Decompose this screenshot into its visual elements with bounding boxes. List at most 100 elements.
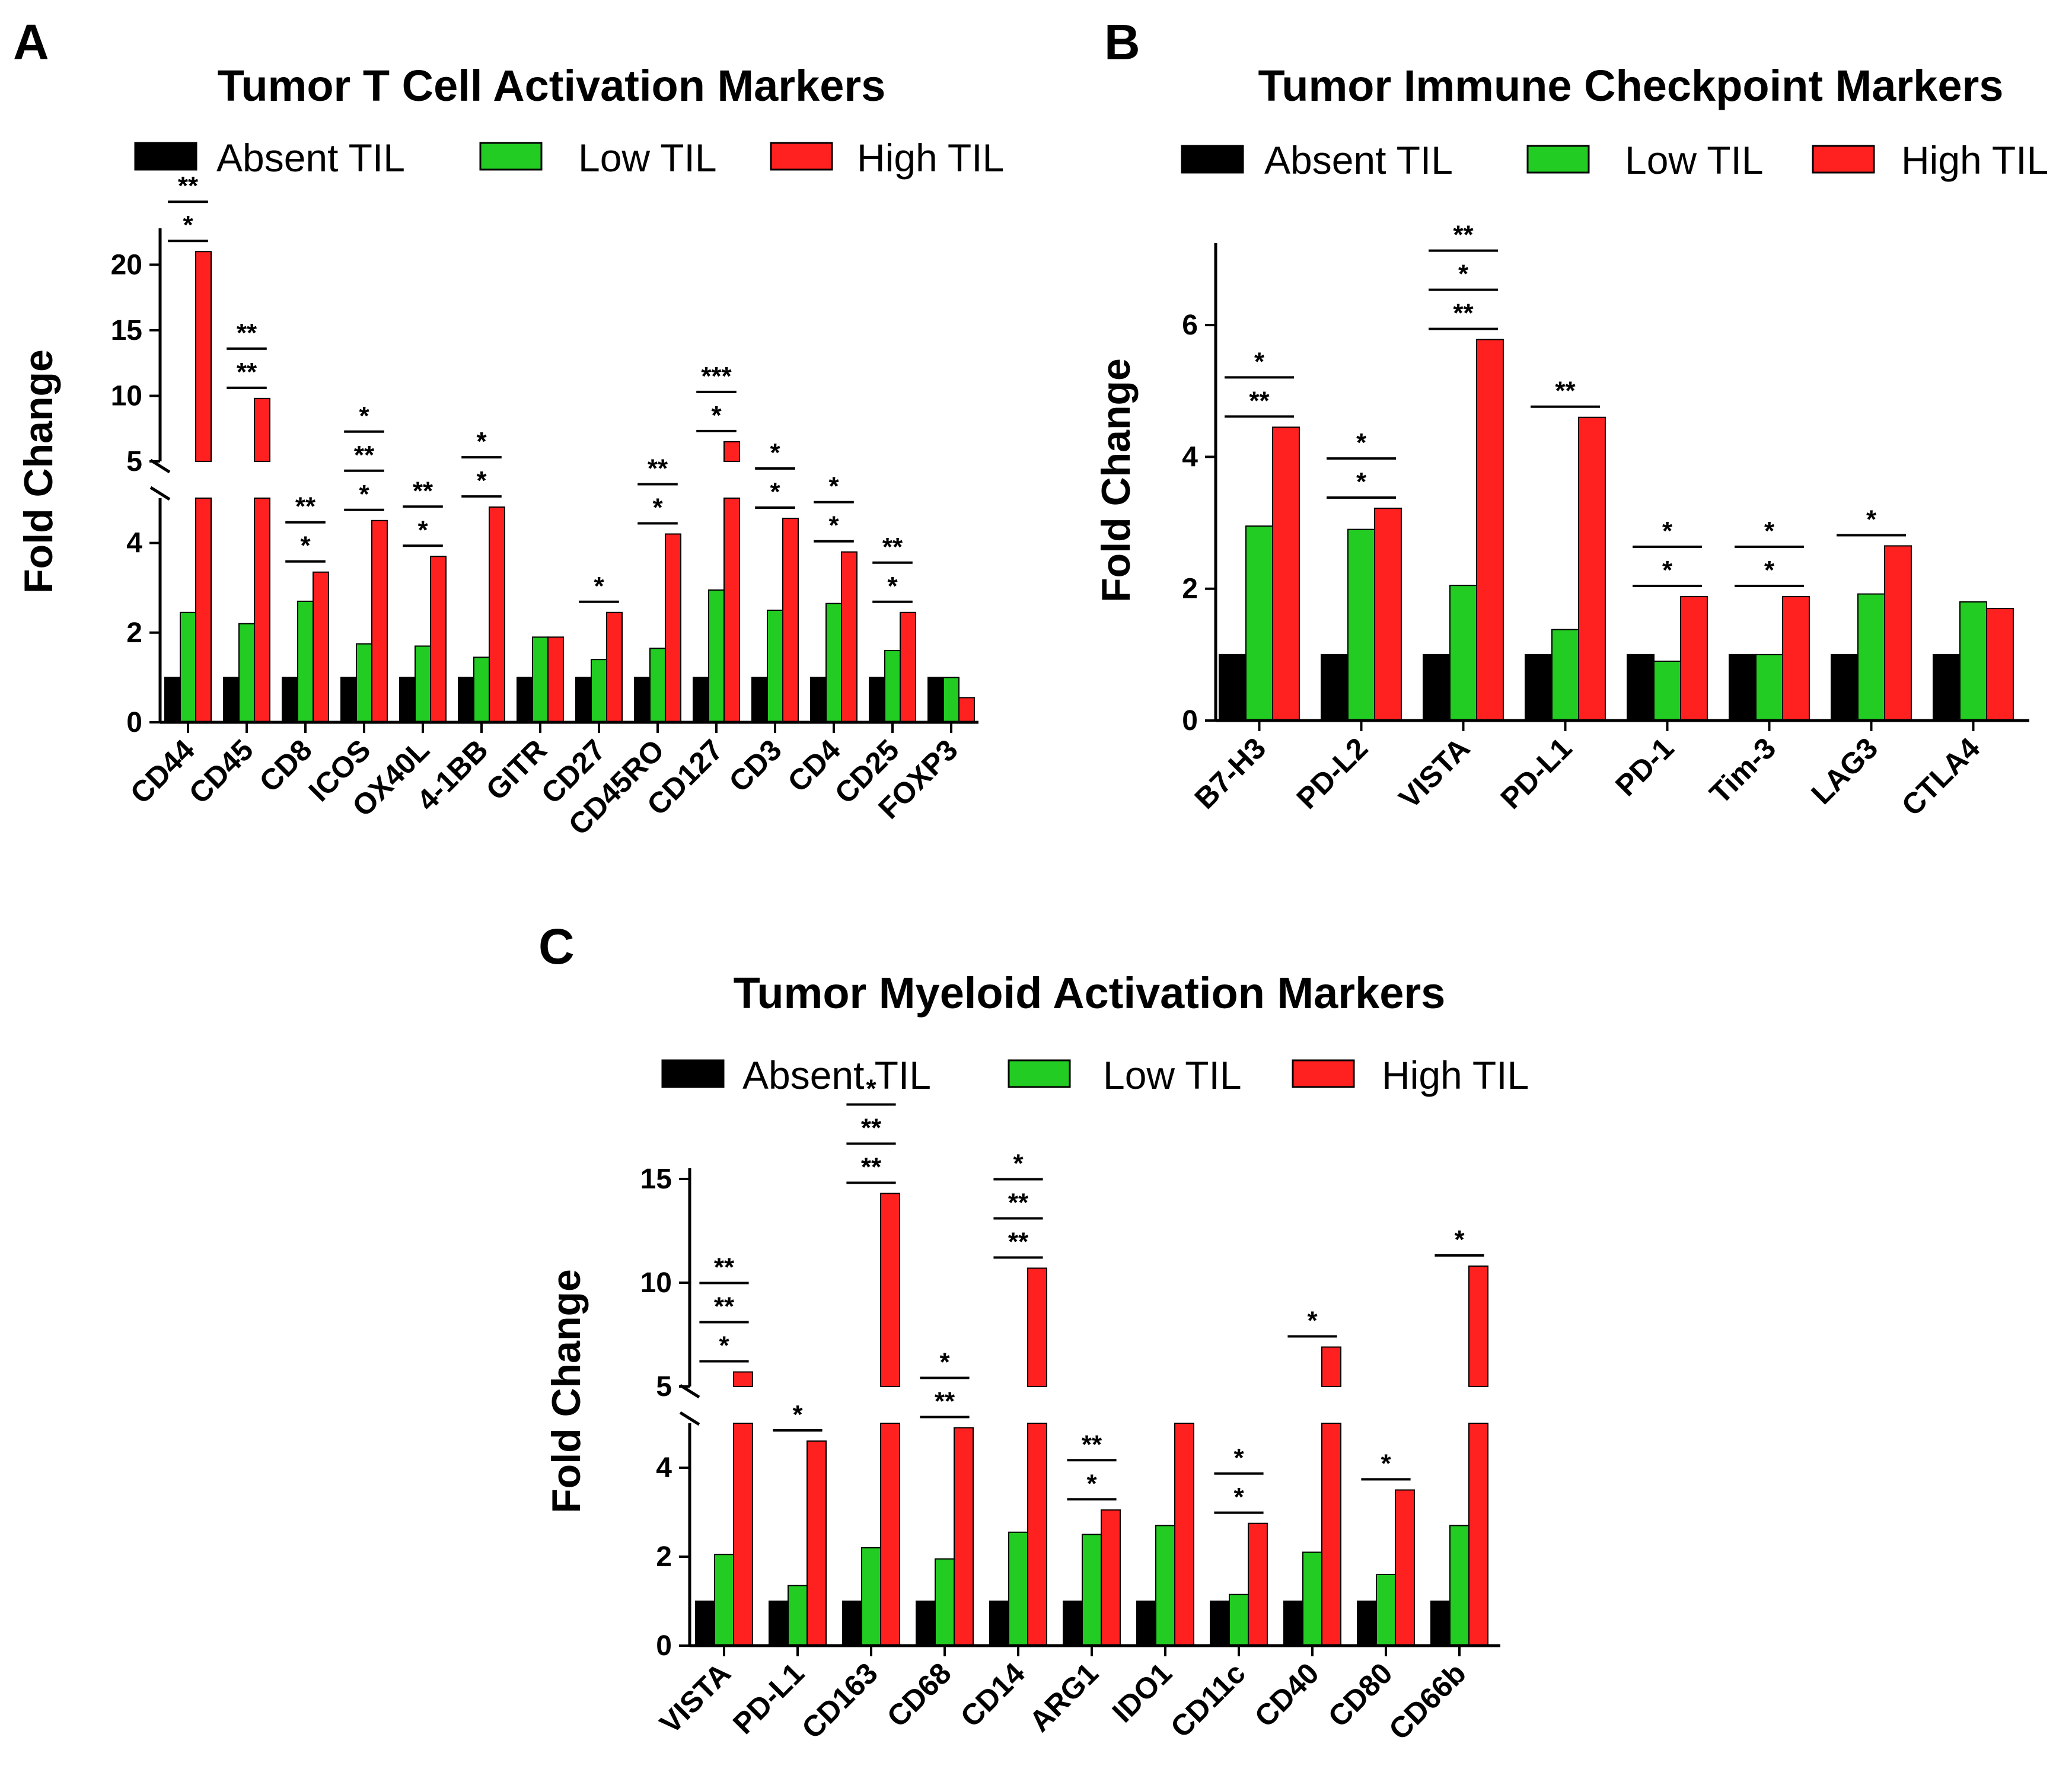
bar-cd45ro-high-til	[665, 533, 681, 723]
bar-ctla4-absent-til	[1933, 654, 1961, 722]
bar-cd163-high-til-upper	[880, 1193, 900, 1387]
significance-label: **	[1008, 1228, 1029, 1257]
bar-cd8-high-til	[313, 571, 329, 723]
legend-c-high-label: High TIL	[1382, 1053, 1529, 1097]
bar-icos-low-til	[356, 643, 372, 723]
significance-label: **	[1555, 377, 1576, 406]
bar-cd4-absent-til	[810, 677, 827, 723]
bar-tim-3-absent-til	[1729, 654, 1757, 722]
bar-pd-l2-high-til	[1374, 508, 1402, 721]
significance-label: **	[861, 1114, 882, 1143]
significance-label: *	[866, 1075, 876, 1104]
significance-label: **	[1453, 221, 1474, 250]
significance-label: *	[359, 480, 369, 509]
bar-vista-high-til-lower	[733, 1423, 753, 1646]
bar-foxp3-low-til	[943, 677, 960, 723]
bar-cd163-absent-til	[842, 1601, 862, 1646]
bar-cd127-high-til-upper	[723, 441, 740, 462]
bar-cd40-high-til-lower	[1321, 1423, 1341, 1646]
bar-cd44-high-til-upper	[195, 251, 212, 462]
legend-c-low-swatch	[1008, 1059, 1071, 1088]
bar-ox40l-absent-til	[399, 677, 416, 723]
legend-a-high-label: High TIL	[857, 136, 1004, 180]
bar-b7-h3-absent-til	[1219, 654, 1247, 722]
y-tick-label: 15	[111, 315, 142, 346]
bar-cd80-absent-til	[1357, 1601, 1377, 1646]
bar-cd45-high-til-upper	[254, 397, 270, 462]
bar-ox40l-high-til	[430, 556, 447, 723]
bar-lag3-low-til	[1857, 593, 1885, 721]
significance-label: *	[1254, 347, 1265, 376]
y-tick-label: 5	[656, 1371, 672, 1403]
panel-a-title: Tumor T Cell Activation Markers	[218, 61, 886, 110]
bar-icos-absent-til	[340, 677, 357, 723]
y-tick-label: 6	[1182, 310, 1198, 341]
panel-b-letter: B	[1104, 14, 1140, 70]
significance-label: **	[413, 476, 433, 505]
bar-cd4-low-til	[825, 603, 842, 723]
significance-label: **	[1008, 1188, 1029, 1217]
bar-icos-high-til	[371, 519, 388, 723]
y-tick-label: 10	[111, 380, 142, 412]
legend-b-low-label: Low TIL	[1625, 138, 1764, 182]
bar-arg1-absent-til	[1063, 1601, 1083, 1646]
significance-label: *	[1764, 517, 1775, 546]
bar-cd44-high-til-lower	[195, 498, 212, 723]
significance-label: *	[1086, 1469, 1097, 1498]
significance-label: *	[711, 401, 722, 430]
significance-label: *	[652, 493, 663, 522]
bar-ido1-absent-til	[1136, 1601, 1156, 1646]
significance-label: *	[939, 1348, 950, 1377]
significance-label: **	[714, 1292, 735, 1321]
bar-pd-l2-low-til	[1347, 528, 1375, 722]
y-tick-label: 0	[1182, 705, 1198, 737]
bar-4-1bb-low-til	[473, 656, 490, 723]
panel-b-y-title: Fold Change	[1094, 358, 1139, 603]
bar-cd14-absent-til	[989, 1601, 1009, 1646]
bar-4-1bb-high-til	[489, 506, 505, 723]
bar-cd25-high-til	[900, 611, 916, 723]
y-tick-label: 2	[1182, 573, 1198, 605]
bar-cd8-absent-til	[282, 677, 298, 723]
significance-label: *	[887, 572, 898, 601]
bar-cd8-low-til	[297, 600, 314, 723]
significance-label: *	[828, 472, 839, 501]
bar-cd11c-high-til	[1248, 1522, 1268, 1646]
y-tick-label: 4	[656, 1452, 672, 1484]
bar-pd-l1-low-til	[788, 1585, 808, 1646]
bar-cd27-absent-til	[575, 677, 592, 723]
significance-label: *	[1013, 1149, 1024, 1178]
legend-a-absent-swatch	[134, 142, 197, 171]
bar-b7-h3-low-til	[1245, 525, 1273, 722]
bar-pd-l1-absent-til	[1525, 654, 1553, 722]
bar-cd44-low-til	[180, 611, 196, 723]
bar-pd-l2-absent-til	[1321, 654, 1349, 722]
significance-label: *	[1356, 467, 1367, 496]
bar-cd80-high-til	[1395, 1489, 1415, 1646]
legend-b-low-swatch	[1526, 145, 1590, 174]
bar-vista-absent-til	[695, 1601, 715, 1646]
bar-lag3-high-til	[1884, 545, 1912, 721]
significance-label: *	[828, 511, 839, 540]
bar-cd66b-low-til	[1449, 1525, 1469, 1646]
bar-cd25-absent-til	[869, 677, 885, 723]
legend-c-high-swatch	[1292, 1059, 1355, 1088]
bar-ox40l-low-til	[415, 645, 431, 723]
significance-label: *	[476, 466, 487, 495]
legend-a-high-swatch	[770, 142, 833, 171]
bar-cd27-high-til	[606, 611, 623, 723]
bar-gitr-absent-til	[517, 677, 533, 723]
bar-cd68-high-til	[954, 1427, 974, 1646]
y-tick-label: 0	[126, 707, 142, 738]
bar-tim-3-low-til	[1755, 654, 1783, 722]
legend-c-absent-swatch	[661, 1059, 725, 1088]
significance-label: *	[1307, 1306, 1318, 1335]
bar-lag3-absent-til	[1831, 654, 1859, 722]
significance-label: *	[359, 401, 369, 431]
significance-label: **	[237, 358, 257, 387]
axis-break-mark	[149, 486, 171, 501]
bar-cd3-absent-til	[751, 677, 768, 723]
axis-break-mark	[679, 1411, 700, 1426]
bar-cd45-low-til	[238, 623, 255, 723]
